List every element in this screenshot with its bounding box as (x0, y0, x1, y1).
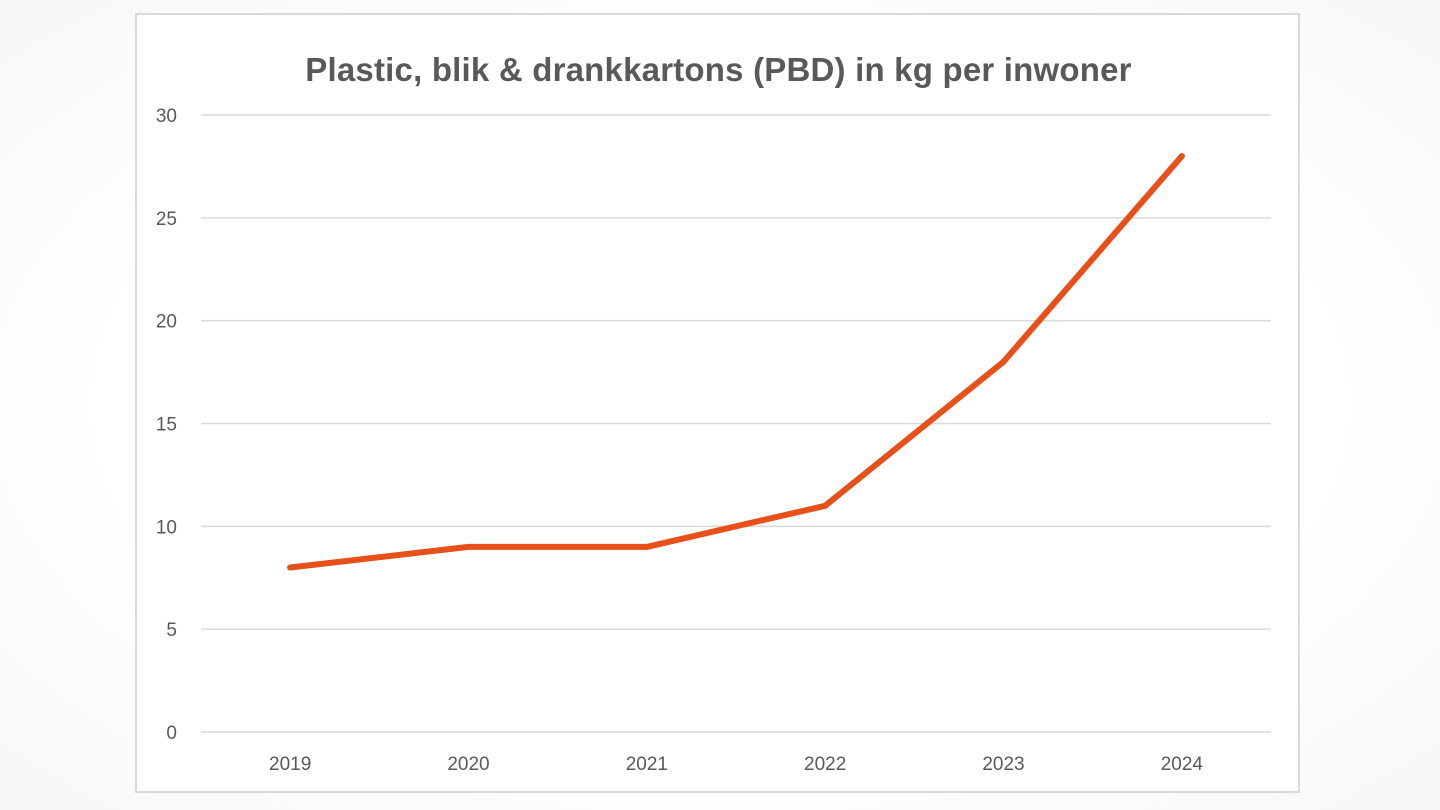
x-tick-label: 2024 (1161, 754, 1204, 775)
data-point (287, 564, 294, 571)
y-tick-label: 30 (156, 106, 177, 127)
x-tick-label: 2019 (269, 754, 311, 775)
y-tick-label: 20 (156, 312, 177, 333)
series-lines (287, 153, 1185, 571)
data-point (1178, 153, 1185, 160)
y-tick-label: 25 (156, 209, 177, 230)
line-chart: 0 5 10 15 20 25 30 2019 2020 2021 2022 2023 2024 (156, 106, 1271, 775)
y-axis-tick-labels: 0 5 10 15 20 25 30 (156, 106, 177, 744)
x-tick-label: 2023 (982, 754, 1024, 775)
series-line-0 (287, 153, 1185, 571)
data-point (643, 543, 650, 550)
y-tick-label: 5 (166, 620, 177, 641)
y-tick-label: 0 (166, 723, 177, 744)
chart-container: Plastic, blik & drankkartons (PBD) in kg… (135, 13, 1300, 793)
gridlines (201, 114, 1271, 733)
x-tick-label: 2020 (447, 754, 489, 775)
chart-title: Plastic, blik & drankkartons (PBD) in kg… (305, 51, 1132, 88)
data-point (822, 502, 829, 509)
x-axis-tick-labels: 2019 2020 2021 2022 2023 2024 (269, 754, 1203, 775)
x-tick-label: 2021 (626, 754, 668, 775)
y-tick-label: 15 (156, 415, 177, 436)
data-point (1000, 358, 1007, 365)
data-point (465, 543, 472, 550)
x-tick-label: 2022 (804, 754, 846, 775)
y-tick-label: 10 (156, 517, 177, 538)
